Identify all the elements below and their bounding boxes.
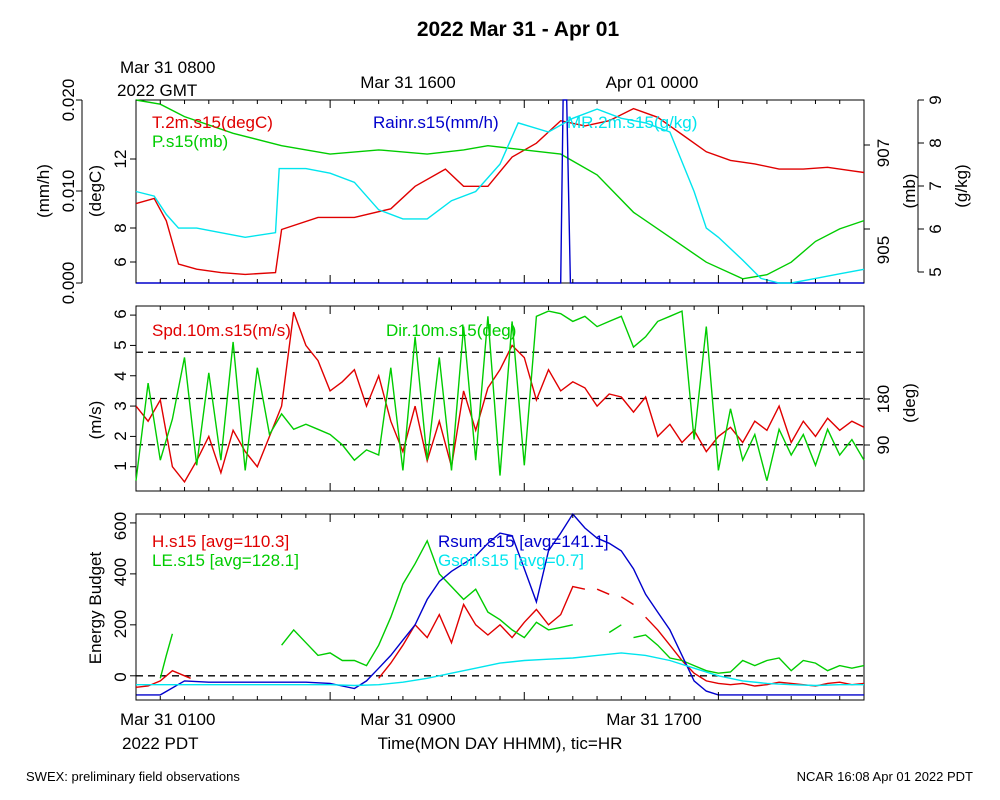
bottom-time-label-3: Mar 31 1700 — [606, 710, 701, 729]
legend-gsoil: Gsoil.s15 [avg=0.7] — [438, 551, 584, 570]
series-line-temp — [135, 107, 865, 276]
spd-tick-6: 6 — [111, 309, 130, 318]
pres-tick-905: 905 — [874, 236, 893, 264]
pres-tick-907: 907 — [874, 139, 893, 167]
dir-tick-180: 180 — [874, 385, 893, 413]
energy-axis-label: Energy Budget — [86, 551, 105, 664]
dir-axis-ticks — [864, 398, 870, 446]
series-line-rain — [136, 99, 864, 284]
mr-tick-6: 6 — [926, 224, 945, 233]
series-line-h-seg2 — [596, 588, 610, 595]
spd-tick-1: 1 — [111, 461, 130, 470]
spd-axis-ticks — [130, 314, 136, 468]
legend-mr: MR.2m.s15(g/kg) — [567, 113, 697, 132]
legend-temp: T.2m.s15(degC) — [152, 113, 273, 132]
rain-axis-ticks — [76, 99, 82, 284]
legend-h: H.s15 [avg=110.3] — [152, 532, 289, 551]
dir-axis-label: (deg) — [900, 383, 919, 423]
rain-tick-2: 0.020 — [59, 79, 78, 122]
mr-tick-8: 8 — [926, 138, 945, 147]
dir-tick-90: 90 — [874, 436, 893, 455]
spd-tick-5: 5 — [111, 340, 130, 349]
spd-tick-3: 3 — [111, 401, 130, 410]
legend-rsum: Rsum.s15 [avg=141.1] — [438, 532, 609, 551]
legend-spd: Spd.10m.s15(m/s) — [152, 321, 291, 340]
mr-axis-label: (g/kg) — [952, 164, 971, 207]
series-line-h-seg3 — [620, 596, 634, 606]
time-axis-ticks — [135, 100, 865, 700]
energy-tick-600: 600 — [111, 512, 130, 540]
pres-axis-label: (mb) — [900, 174, 919, 209]
panel-2-traces — [135, 310, 865, 484]
series-line-h-seg0 — [135, 669, 191, 688]
bottom-time-label-1b: 2022 PDT — [122, 734, 199, 753]
energy-tick-400: 400 — [111, 558, 130, 586]
energy-axis-ticks — [130, 522, 136, 677]
series-line-spd — [135, 311, 865, 484]
mr-tick-7: 7 — [926, 181, 945, 190]
x-axis-label: Time(MON DAY HHMM), tic=HR — [378, 734, 623, 753]
rain-axis-label: (mm/h) — [34, 164, 53, 218]
temp-axis-label: (degC) — [86, 165, 105, 217]
panel-2-refs — [136, 351, 864, 446]
spd-tick-2: 2 — [111, 431, 130, 440]
legend-dir: Dir.10m.s15(deg) — [386, 321, 516, 340]
temp-tick-12: 12 — [111, 150, 130, 169]
panel-3-traces — [135, 512, 865, 696]
temp-axis-ticks — [130, 158, 136, 263]
series-line-dir — [135, 310, 865, 481]
footer-right: NCAR 16:08 Apr 01 2022 PDT — [797, 769, 973, 784]
series-line-gsoil-seg0 — [136, 652, 864, 687]
temp-tick-8: 8 — [111, 223, 130, 232]
bottom-time-label-1a: Mar 31 0100 — [120, 710, 215, 729]
series-line-rsum-seg0 — [136, 512, 864, 696]
temp-tick-6: 6 — [111, 257, 130, 266]
series-line-mr — [135, 108, 865, 284]
legend-pres: P.s15(mb) — [152, 132, 228, 151]
top-time-label-2: Mar 31 1600 — [360, 73, 455, 92]
mr-axis-ticks — [918, 99, 924, 273]
series-line-le-seg1 — [281, 539, 573, 667]
spd-axis-label: (m/s) — [86, 401, 105, 440]
legend-rain: Rainr.s15(mm/h) — [373, 113, 499, 132]
top-time-label-1a: Mar 31 0800 — [120, 58, 215, 77]
mr-tick-5: 5 — [926, 267, 945, 276]
top-time-label-1b: 2022 GMT — [117, 81, 197, 100]
footer-left: SWEX: preliminary field observations — [26, 769, 240, 784]
legend-le: LE.s15 [avg=128.1] — [152, 551, 299, 570]
series-line-le-seg2 — [608, 624, 622, 634]
chart-title: 2022 Mar 31 - Apr 01 — [417, 18, 620, 41]
bottom-time-label-2: Mar 31 0900 — [360, 710, 455, 729]
series-line-le-seg0 — [159, 633, 174, 679]
pres-axis-ticks — [864, 144, 870, 230]
energy-tick-200: 200 — [111, 610, 130, 638]
energy-tick-0: 0 — [111, 672, 130, 681]
mr-tick-9: 9 — [926, 95, 945, 104]
panel-1-traces — [135, 99, 865, 284]
spd-tick-4: 4 — [111, 371, 130, 380]
top-time-label-3: Apr 01 0000 — [606, 73, 699, 92]
series-line-pres — [135, 99, 865, 280]
series-line-le-seg3 — [633, 634, 865, 674]
rain-tick-1: 0.010 — [59, 170, 78, 213]
rain-tick-0: 0.000 — [59, 262, 78, 305]
